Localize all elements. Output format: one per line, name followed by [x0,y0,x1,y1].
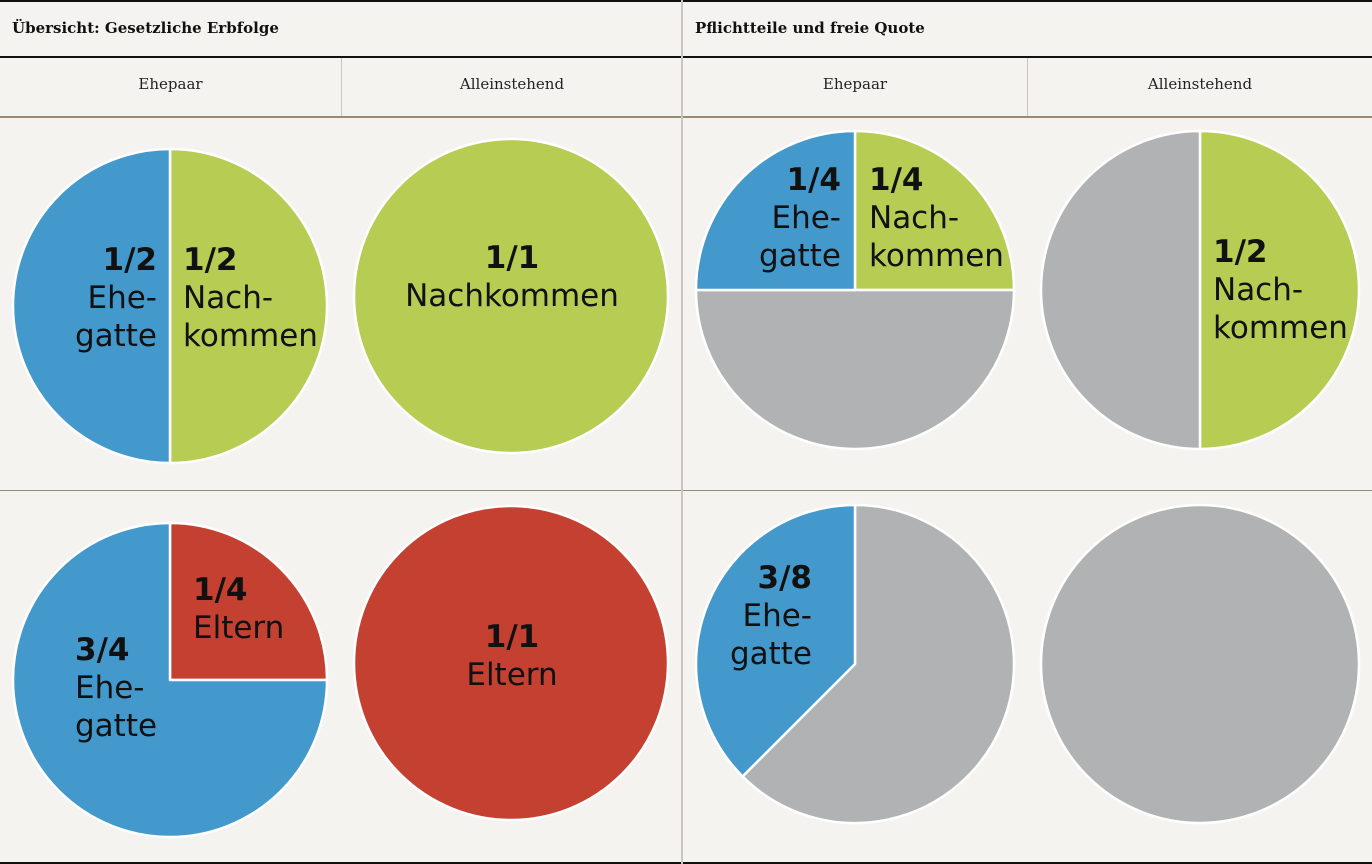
slice-name-label: Ehe- [88,280,158,316]
slice-fraction-label: 1/2 [183,242,237,278]
slice-fraction-label: 1/2 [103,242,157,278]
slice-name-label: kommen [183,318,318,354]
slice-name-label: Nachkommen [405,278,619,314]
slice-name-label: gatte [759,238,841,274]
pie-chart-8 [1041,505,1359,823]
slice-name-label: Nach- [869,200,959,236]
slice-name-label: gatte [730,636,812,672]
slice-fraction-label: 1/4 [787,162,841,198]
slice-name-label: Ehe- [743,598,813,634]
slice-fraction-label: 1/4 [193,572,247,608]
pie-slice-frei [1041,505,1359,823]
slice-fraction-label: 1/2 [1213,234,1267,270]
slice-fraction-label: 3/4 [75,632,129,668]
slice-name-label: Nach- [183,280,273,316]
slice-name-label: gatte [75,318,157,354]
slice-fraction-label: 1/1 [485,619,539,655]
slice-fraction-label: 1/4 [869,162,923,198]
slice-name-label: Eltern [466,657,557,693]
slice-name-label: Nach- [1213,272,1303,308]
slice-name-label: kommen [1213,310,1348,346]
slice-name-label: Ehe- [772,200,842,236]
slice-name-label: Ehe- [75,670,145,706]
slice-name-label: gatte [75,708,157,744]
slice-name-label: Eltern [193,610,284,646]
slice-name-label: kommen [869,238,1004,274]
pie-slice-frei [696,290,1014,449]
pie-slice-frei [1041,131,1200,449]
slice-fraction-label: 3/8 [758,560,812,596]
slice-fraction-label: 1/1 [485,240,539,276]
